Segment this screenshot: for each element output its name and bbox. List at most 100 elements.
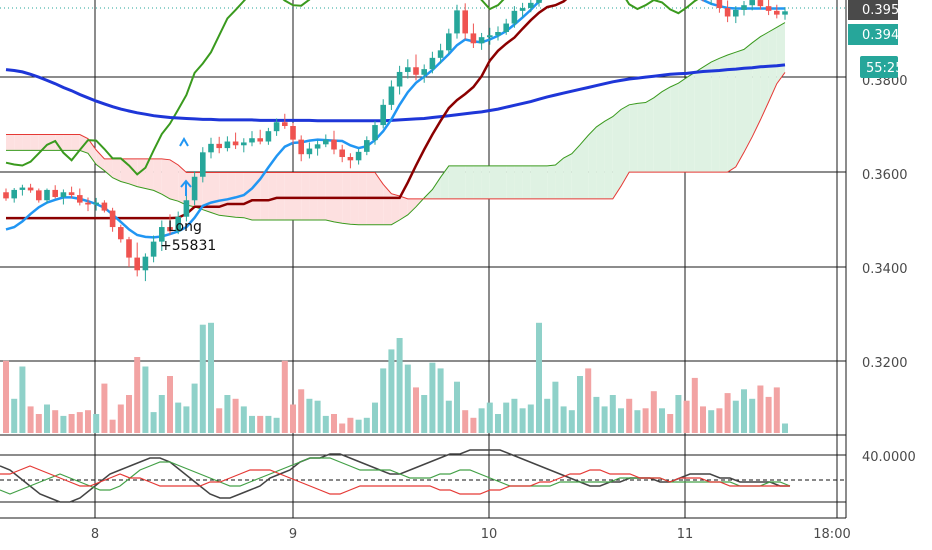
candle-body-30 bbox=[249, 138, 255, 143]
time-tick-0: 8 bbox=[91, 527, 99, 542]
chikou-span-line bbox=[5, 0, 699, 176]
osc-line-red bbox=[0, 465, 790, 495]
volume-bar-79 bbox=[650, 391, 657, 433]
cloud-segment-34 bbox=[284, 172, 293, 220]
candle-2 bbox=[19, 184, 26, 196]
volume-bar-66 bbox=[544, 398, 551, 433]
trade-amount-label: +55831 bbox=[160, 238, 216, 254]
candle-89 bbox=[733, 6, 739, 24]
cloud-segment-85 bbox=[703, 62, 712, 173]
cloud-segment-78 bbox=[645, 97, 654, 173]
time-tick-1: 9 bbox=[289, 527, 297, 542]
volume-bar-45 bbox=[372, 402, 378, 433]
kijun-sen-line bbox=[6, 0, 568, 220]
candle-63 bbox=[519, 2, 526, 18]
candle-55 bbox=[454, 4, 460, 39]
volume-bar-16 bbox=[134, 357, 141, 433]
volume-bar-73 bbox=[601, 406, 608, 433]
volume-bar-19 bbox=[158, 395, 165, 433]
volume-bar-46 bbox=[380, 368, 387, 433]
candle-4 bbox=[36, 188, 42, 203]
candle-60 bbox=[495, 26, 501, 41]
volume-bar-90 bbox=[741, 389, 747, 433]
volume-bar-42 bbox=[347, 417, 354, 433]
volume-bar-60 bbox=[495, 414, 501, 433]
cloud-segment-48 bbox=[399, 196, 408, 220]
volume-bar-13 bbox=[109, 419, 116, 433]
volume-bar-36 bbox=[298, 389, 305, 433]
candle-91 bbox=[749, 0, 755, 11]
volume-bar-81 bbox=[667, 414, 674, 433]
candle-92 bbox=[757, 0, 764, 10]
candle-45 bbox=[372, 120, 378, 145]
candle-body-91 bbox=[749, 0, 755, 6]
cloud-segment-26 bbox=[219, 172, 228, 217]
volume-bar-47 bbox=[388, 349, 395, 433]
candle-body-18 bbox=[150, 241, 157, 257]
trade-marker: Long +55831 bbox=[160, 136, 216, 254]
volume-bar-29 bbox=[240, 406, 247, 433]
candle-body-22 bbox=[183, 200, 190, 217]
candle-body-51 bbox=[421, 69, 427, 75]
cloud-segment-70 bbox=[580, 135, 589, 199]
cloud-segment-61 bbox=[506, 165, 515, 199]
candle-body-2 bbox=[19, 187, 26, 190]
cloud-segment-66 bbox=[547, 165, 556, 199]
price-tick-1: 0.3400 bbox=[862, 262, 908, 277]
candle-body-6 bbox=[52, 189, 58, 197]
volume-bar-77 bbox=[634, 410, 641, 433]
volume-bar-33 bbox=[273, 417, 280, 433]
cloud-segment-13 bbox=[112, 158, 121, 182]
volume-bar-88 bbox=[724, 393, 731, 433]
volume-bar-93 bbox=[765, 396, 772, 433]
candle-body-13 bbox=[109, 210, 116, 228]
candle-50 bbox=[413, 54, 419, 81]
candle-body-54 bbox=[446, 33, 452, 51]
cloud-segment-15 bbox=[129, 158, 138, 187]
cloud-segment-20 bbox=[170, 159, 179, 202]
last-price-b: 0.3944 bbox=[862, 28, 908, 43]
candle-body-56 bbox=[462, 10, 468, 34]
time-tick-2: 10 bbox=[481, 527, 498, 542]
candle-48 bbox=[396, 65, 403, 95]
candle-94 bbox=[774, 4, 780, 19]
volume-bar-67 bbox=[552, 381, 559, 433]
cloud-segment-3 bbox=[30, 134, 39, 151]
volume-bar-8 bbox=[68, 414, 75, 433]
cloud-segment-18 bbox=[153, 158, 162, 195]
candle-61 bbox=[503, 18, 509, 35]
cloud-segment-14 bbox=[120, 158, 129, 184]
candle-33 bbox=[273, 118, 280, 136]
time-tick-3: 11 bbox=[677, 527, 694, 542]
volume-bar-27 bbox=[224, 395, 231, 433]
candle-16 bbox=[134, 242, 140, 277]
price-axis-bg bbox=[846, 0, 932, 550]
volume-bar-5 bbox=[44, 404, 50, 433]
cloud-segment-47 bbox=[391, 193, 400, 225]
candle-body-93 bbox=[765, 6, 772, 11]
candle-31 bbox=[257, 129, 263, 145]
volume-bar-6 bbox=[52, 410, 59, 433]
volume-bar-83 bbox=[683, 400, 690, 433]
volume-bar-38 bbox=[314, 400, 321, 433]
candle-body-35 bbox=[290, 126, 296, 140]
cloud-segment-91 bbox=[752, 36, 761, 137]
candle-9 bbox=[77, 188, 83, 206]
candle-56 bbox=[462, 3, 468, 40]
candle-62 bbox=[511, 6, 518, 28]
cloud-segment-94 bbox=[776, 22, 785, 84]
candle-body-49 bbox=[405, 67, 411, 72]
candle-64 bbox=[528, 0, 534, 13]
candle-95 bbox=[782, 7, 788, 20]
candle-body-8 bbox=[68, 192, 75, 196]
candle-25 bbox=[208, 137, 214, 159]
volume-bar-65 bbox=[536, 322, 542, 433]
cloud-segment-49 bbox=[407, 198, 416, 215]
candle-body-44 bbox=[364, 140, 370, 152]
trade-side-label: Long bbox=[168, 219, 202, 235]
candle-body-21 bbox=[175, 216, 181, 232]
candle-26 bbox=[216, 136, 222, 154]
candle-8 bbox=[68, 186, 75, 198]
candle-body-48 bbox=[396, 71, 403, 87]
cloud-segment-88 bbox=[727, 52, 736, 173]
